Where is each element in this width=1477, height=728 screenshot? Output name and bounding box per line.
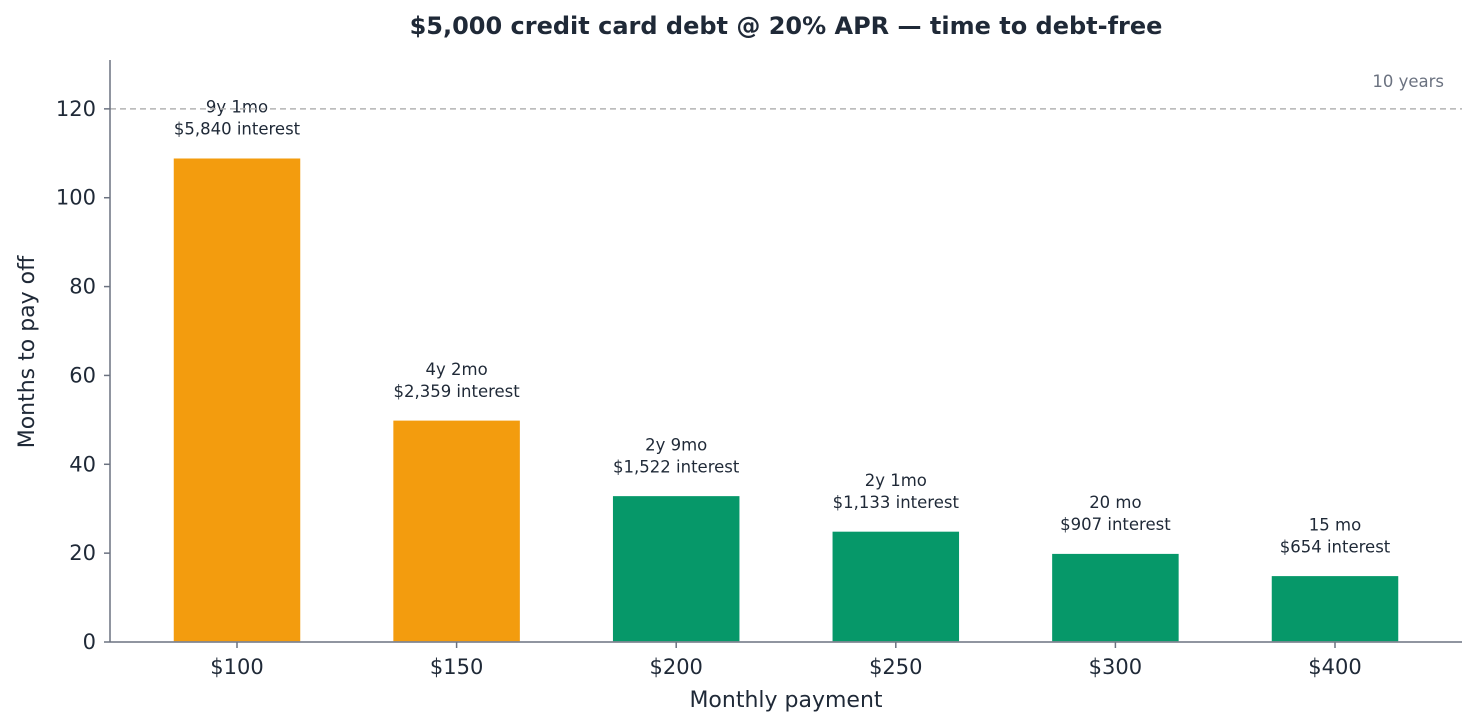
y-axis-label: Months to pay off: [15, 255, 40, 448]
x-axis-label: Monthly payment: [689, 688, 882, 713]
y-tick-label: 0: [83, 630, 96, 654]
bar-data-label: 2y 9mo: [645, 435, 707, 454]
bar-data-label: $5,840 interest: [174, 120, 301, 139]
bars-group: [172, 156, 1400, 643]
bar-data-label: $1,133 interest: [833, 493, 960, 512]
bar-data-label: 20 mo: [1089, 493, 1141, 512]
x-tick-label: $250: [869, 655, 922, 679]
x-tick-label: $200: [649, 655, 702, 679]
bar-data-label: 2y 1mo: [865, 471, 927, 490]
y-tick-label: 20: [69, 541, 96, 565]
bar-data-label: 4y 2mo: [426, 360, 488, 379]
y-ticks-group: 0 20 40 60 80 100 120: [56, 97, 110, 654]
bar-data-label: $1,522 interest: [613, 457, 740, 476]
bar: [172, 156, 302, 643]
reference-line-label: 10 years: [1372, 72, 1444, 91]
bar-data-label: $2,359 interest: [393, 382, 520, 401]
bar: [611, 494, 741, 643]
bar-data-label: 15 mo: [1309, 515, 1361, 534]
bar: [1050, 552, 1181, 643]
bar-data-label: 9y 1mo: [206, 98, 268, 117]
x-tick-label: $300: [1089, 655, 1142, 679]
y-tick-label: 100: [56, 186, 96, 210]
bar: [391, 419, 522, 643]
x-tick-label: $400: [1308, 655, 1361, 679]
bar-data-label: $654 interest: [1280, 537, 1391, 556]
chart-title: $5,000 credit card debt @ 20% APR — time…: [410, 12, 1163, 40]
y-tick-label: 120: [56, 97, 96, 121]
x-ticks-group: $100 $150 $200 $250 $300 $400: [210, 642, 1362, 679]
bar: [1270, 574, 1400, 643]
y-tick-label: 40: [69, 452, 96, 476]
y-tick-label: 60: [69, 363, 96, 387]
bar-data-label: $907 interest: [1060, 515, 1171, 534]
x-tick-label: $100: [210, 655, 263, 679]
bar: [831, 530, 961, 643]
y-tick-label: 80: [69, 275, 96, 299]
x-tick-label: $150: [430, 655, 483, 679]
bar-labels-group: 9y 1mo $5,840 interest 4y 2mo $2,359 intere…: [174, 98, 1391, 557]
